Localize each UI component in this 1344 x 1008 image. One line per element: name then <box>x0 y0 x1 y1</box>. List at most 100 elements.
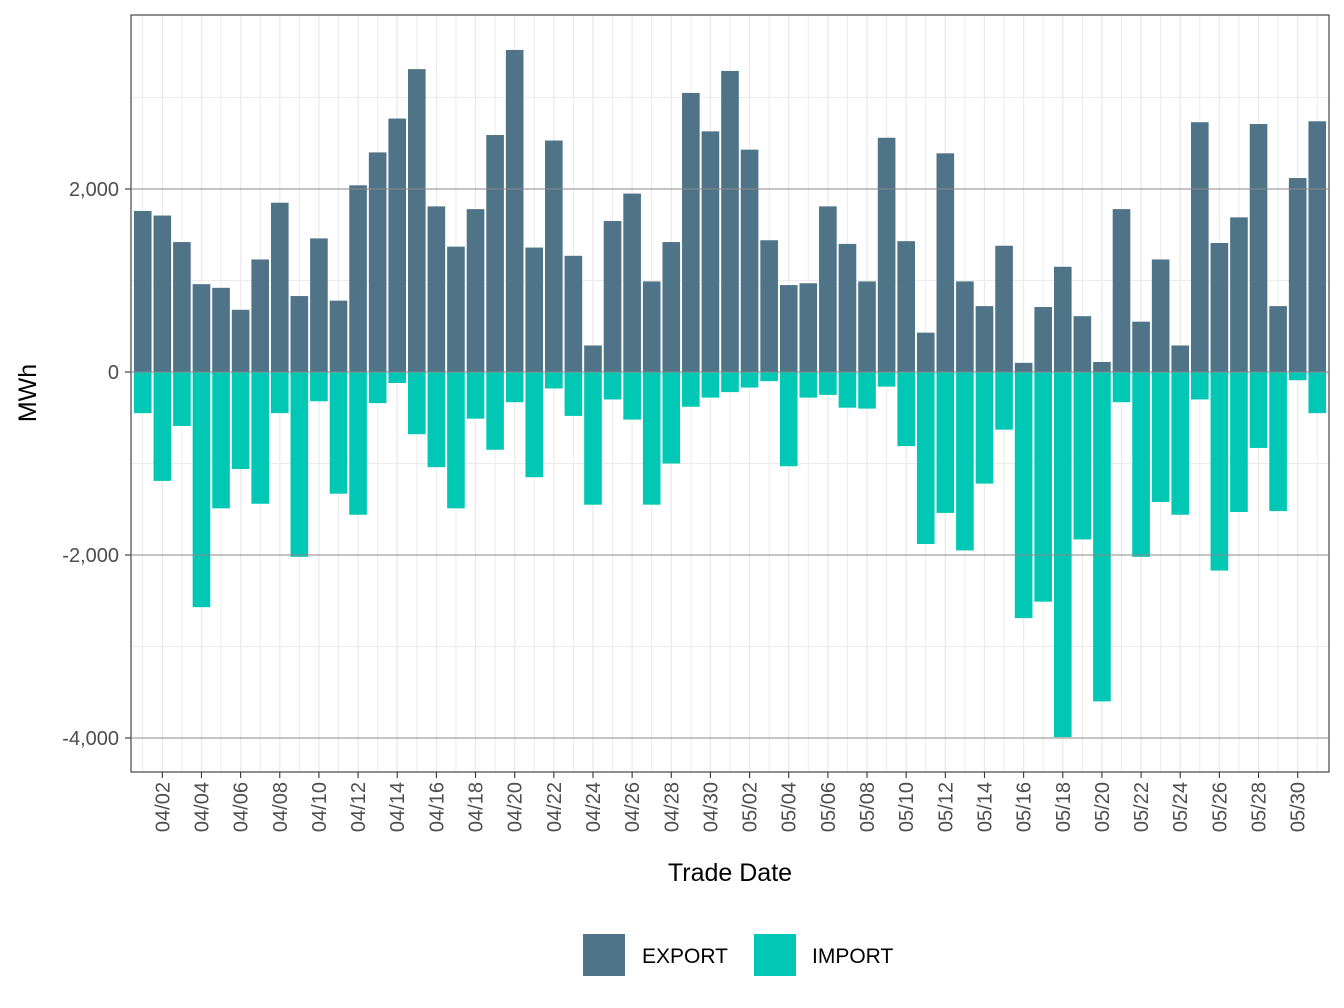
import-bar <box>564 372 583 416</box>
export-bar <box>173 242 191 372</box>
export-bar <box>1190 122 1209 372</box>
export-bar <box>1171 345 1190 372</box>
export-bar <box>584 345 602 372</box>
export-bar <box>779 285 798 372</box>
export-bar <box>290 296 309 372</box>
import-bar <box>545 372 563 389</box>
export-bar <box>1249 124 1268 372</box>
import-bar <box>1190 372 1209 400</box>
import-bar <box>975 372 994 484</box>
export-bar <box>897 241 915 372</box>
import-bar <box>447 372 465 509</box>
y-tick-label: -4,000 <box>62 728 119 750</box>
y-axis-title: MWh <box>14 364 42 422</box>
import-bar <box>1151 372 1170 502</box>
import-bar <box>1269 372 1287 512</box>
import-bar <box>897 372 915 447</box>
import-bar <box>916 372 935 545</box>
export-bar <box>1014 362 1033 372</box>
x-tick-label: 04/14 <box>387 782 409 832</box>
x-tick-label: 05/16 <box>1014 782 1036 832</box>
x-tick-label: 05/12 <box>935 782 957 832</box>
import-bar <box>329 372 348 494</box>
import-bar <box>1093 372 1111 702</box>
import-bar <box>779 372 798 467</box>
export-bar <box>251 259 270 372</box>
y-tick-label: 0 <box>108 362 119 384</box>
import-bar <box>1014 372 1033 619</box>
import-bar <box>270 372 289 414</box>
export-bar <box>388 118 407 372</box>
x-tick-label: 04/26 <box>622 782 644 832</box>
import-bar <box>192 372 211 608</box>
export-bar <box>1288 178 1307 372</box>
export-bar <box>642 281 661 372</box>
export-bar <box>1093 361 1111 372</box>
export-bar <box>407 69 426 372</box>
export-bar <box>310 238 328 372</box>
export-bar <box>936 153 955 372</box>
x-tick-label: 04/18 <box>466 782 488 832</box>
legend: EXPORT IMPORT <box>583 934 893 976</box>
import-bar <box>819 372 837 395</box>
export-bar <box>1308 121 1327 372</box>
export-bar <box>329 300 348 372</box>
x-axis-title: Trade Date <box>668 859 792 887</box>
x-tick-label: 05/08 <box>857 782 879 832</box>
x-tick-label: 05/20 <box>1092 782 1114 832</box>
export-bar <box>623 193 641 372</box>
import-bar <box>1230 372 1248 512</box>
export-bar <box>153 215 172 372</box>
export-bar <box>1132 321 1150 372</box>
x-tick-label: 05/22 <box>1131 782 1153 832</box>
export-bar <box>956 281 974 372</box>
export-bar <box>133 210 152 372</box>
x-tick-label: 05/26 <box>1209 782 1231 832</box>
import-bar <box>799 372 818 398</box>
export-bar <box>1053 266 1072 372</box>
x-tick-label: 04/08 <box>270 782 292 832</box>
import-bar <box>505 372 524 403</box>
import-bar <box>212 372 230 509</box>
import-bar <box>1249 372 1268 448</box>
export-bar <box>1210 242 1229 372</box>
x-tick-label: 04/02 <box>152 782 174 832</box>
export-bar <box>505 49 524 373</box>
import-bar <box>760 372 778 382</box>
import-bar <box>623 372 641 420</box>
import-bar <box>407 372 426 435</box>
export-bar <box>799 283 818 372</box>
x-tick-label: 05/06 <box>818 782 840 832</box>
x-axis: 04/02 04/04 04/06 04/08 04/10 04/12 04/14 04/16… <box>152 772 1310 832</box>
import-bar <box>1308 372 1327 414</box>
import-bar <box>936 372 955 513</box>
x-tick-label: 04/22 <box>544 782 566 832</box>
export-bar <box>916 332 935 372</box>
import-bar <box>603 372 622 400</box>
x-tick-label: 04/30 <box>700 782 722 832</box>
x-tick-label: 05/14 <box>974 782 996 832</box>
import-bar <box>173 372 191 426</box>
export-bar <box>1034 307 1053 372</box>
export-bar <box>349 185 367 372</box>
export-series <box>133 49 1327 373</box>
x-tick-label: 04/20 <box>505 782 527 832</box>
x-tick-label: 04/24 <box>583 782 605 832</box>
legend-swatch-import <box>754 934 796 976</box>
plot-border <box>130 14 1330 773</box>
import-bar <box>1132 372 1150 557</box>
x-tick-label: 04/10 <box>309 782 331 832</box>
import-bar <box>721 372 739 393</box>
x-tick-label: 05/24 <box>1170 782 1192 832</box>
import-bar <box>858 372 876 409</box>
import-bar <box>486 372 504 450</box>
x-tick-label: 05/04 <box>779 782 801 832</box>
import-bar <box>525 372 544 478</box>
y-tick-label: 2,000 <box>69 179 119 201</box>
import-bar <box>877 372 896 387</box>
export-bar <box>838 243 857 372</box>
import-bar <box>740 372 759 388</box>
import-bar <box>231 372 250 469</box>
export-bar <box>447 246 465 372</box>
